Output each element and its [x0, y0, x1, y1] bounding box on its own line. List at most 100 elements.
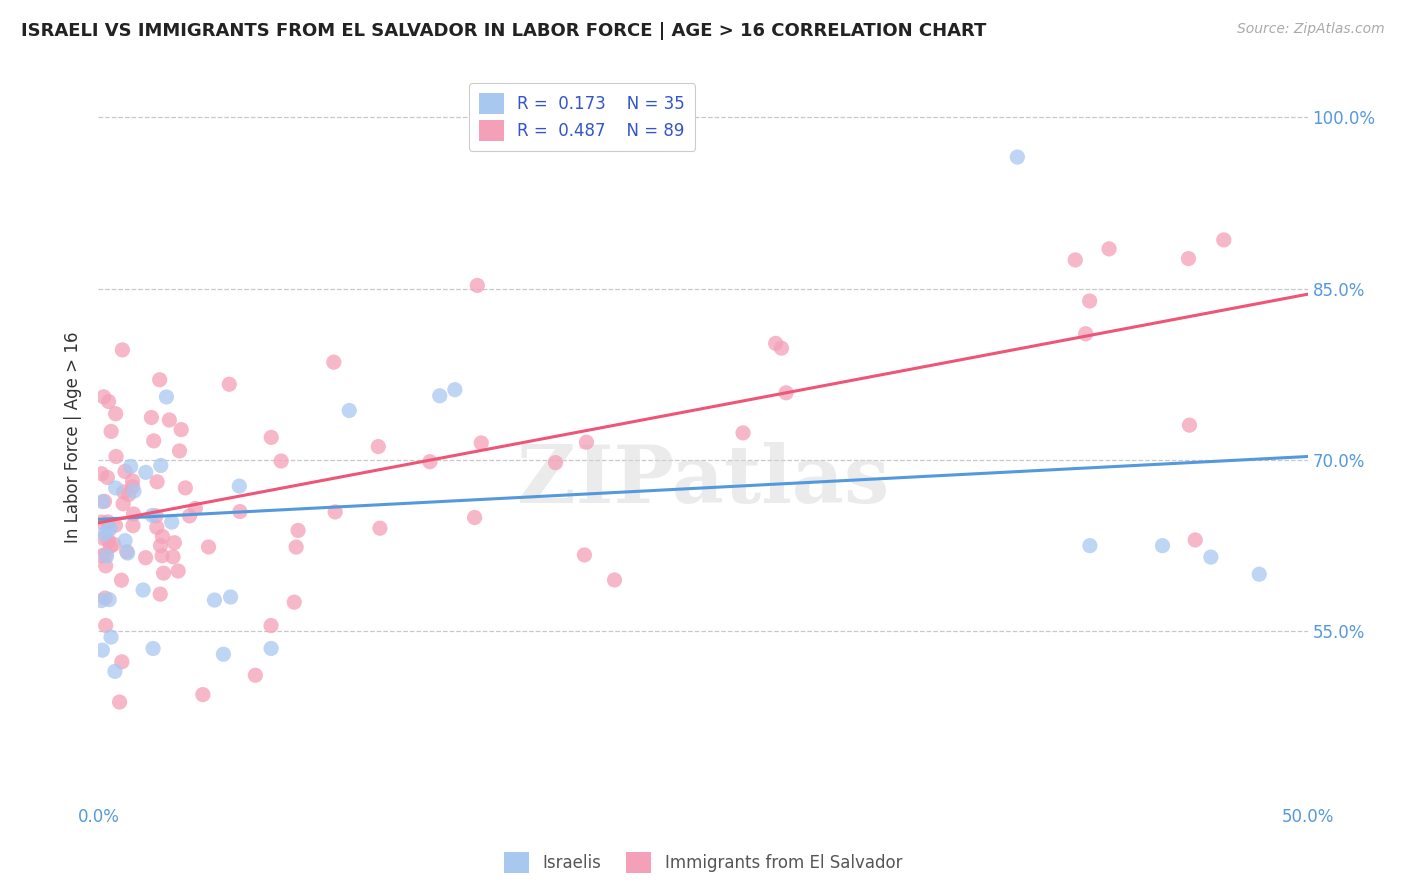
Point: [100, 630, 122, 644]
Point: [218, 377, 240, 392]
Point: [96, 549, 118, 564]
Point: [260, 641, 283, 656]
Point: [1249, 567, 1271, 582]
Point: [174, 481, 197, 495]
Point: [368, 521, 391, 535]
Point: [197, 540, 219, 554]
Point: [470, 436, 492, 450]
Point: [184, 501, 207, 516]
Point: [191, 688, 214, 702]
Point: [574, 548, 596, 562]
Point: [160, 515, 183, 529]
Point: [115, 544, 138, 558]
Point: [93, 390, 115, 404]
Point: [90, 467, 112, 481]
Point: [322, 355, 344, 369]
Point: [285, 540, 308, 554]
Point: [135, 466, 157, 480]
Point: [152, 566, 174, 580]
Point: [167, 564, 190, 578]
Point: [219, 590, 242, 604]
Point: [149, 458, 172, 473]
Text: ISRAELI VS IMMIGRANTS FROM EL SALVADOR IN LABOR FORCE | AGE > 16 CORRELATION CHA: ISRAELI VS IMMIGRANTS FROM EL SALVADOR I…: [21, 22, 987, 40]
Point: [117, 546, 139, 560]
Point: [229, 504, 252, 518]
Point: [169, 444, 191, 458]
Point: [112, 484, 135, 499]
Text: ZIPatlas: ZIPatlas: [517, 442, 889, 520]
Point: [120, 459, 142, 474]
Point: [97, 524, 120, 538]
Point: [98, 592, 121, 607]
Point: [429, 389, 451, 403]
Point: [94, 591, 117, 605]
Point: [114, 533, 136, 548]
Point: [149, 373, 172, 387]
Point: [212, 647, 235, 661]
Point: [287, 524, 309, 538]
Point: [1212, 233, 1234, 247]
Point: [94, 547, 117, 561]
Point: [1064, 252, 1087, 267]
Point: [770, 341, 793, 355]
Point: [1074, 326, 1097, 341]
Point: [111, 343, 134, 357]
Point: [765, 336, 787, 351]
Point: [1007, 150, 1029, 164]
Point: [146, 520, 169, 534]
Point: [283, 595, 305, 609]
Point: [141, 410, 163, 425]
Point: [110, 573, 132, 587]
Point: [114, 465, 136, 479]
Point: [323, 505, 346, 519]
Point: [111, 655, 134, 669]
Point: [104, 518, 127, 533]
Point: [122, 484, 145, 499]
Point: [121, 480, 143, 494]
Point: [103, 537, 125, 551]
Point: [93, 532, 115, 546]
Point: [104, 407, 127, 421]
Text: Source: ZipAtlas.com: Source: ZipAtlas.com: [1237, 22, 1385, 37]
Point: [162, 549, 184, 564]
Point: [91, 494, 114, 508]
Point: [1078, 539, 1101, 553]
Point: [104, 665, 127, 679]
Point: [163, 535, 186, 549]
Point: [112, 497, 135, 511]
Point: [152, 529, 174, 543]
Point: [260, 430, 283, 444]
Point: [419, 455, 441, 469]
Point: [90, 515, 112, 529]
Legend: R =  0.173    N = 35, R =  0.487    N = 89: R = 0.173 N = 35, R = 0.487 N = 89: [470, 83, 695, 151]
Point: [465, 278, 488, 293]
Point: [150, 549, 173, 563]
Point: [444, 383, 467, 397]
Point: [228, 479, 250, 493]
Point: [1098, 242, 1121, 256]
Point: [96, 470, 118, 484]
Point: [337, 403, 360, 417]
Point: [121, 474, 143, 488]
Point: [179, 508, 201, 523]
Point: [157, 413, 180, 427]
Point: [93, 527, 115, 541]
Point: [132, 582, 155, 597]
Point: [93, 494, 115, 508]
Point: [94, 558, 117, 573]
Point: [142, 641, 165, 656]
Point: [98, 521, 121, 535]
Point: [270, 454, 292, 468]
Point: [97, 394, 120, 409]
Point: [149, 539, 172, 553]
Point: [367, 440, 389, 454]
Point: [260, 618, 283, 632]
Point: [122, 507, 145, 521]
Point: [98, 540, 121, 554]
Point: [108, 695, 131, 709]
Point: [97, 533, 120, 548]
Point: [97, 515, 120, 529]
Point: [90, 593, 112, 607]
Point: [204, 593, 226, 607]
Point: [104, 481, 127, 495]
